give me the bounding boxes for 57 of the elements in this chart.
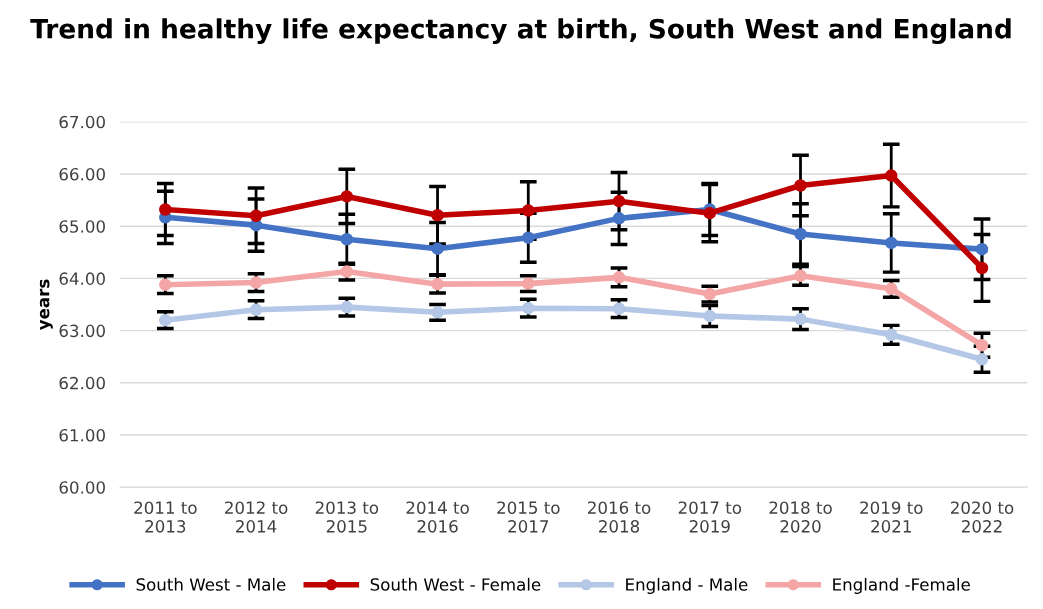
x-tick-label: 2014 to 2016 xyxy=(406,501,469,533)
y-axis-title: years xyxy=(39,279,53,331)
point xyxy=(794,312,807,326)
legend-label: South West - Male xyxy=(136,577,286,591)
point xyxy=(975,242,989,256)
x-tick-label: 2020 to 2022 xyxy=(950,501,1014,533)
point xyxy=(431,306,444,319)
point xyxy=(159,313,172,327)
point xyxy=(703,206,717,220)
point xyxy=(159,278,172,291)
x-tick-label: 2013 to 2015 xyxy=(315,501,379,533)
point xyxy=(884,236,898,250)
x-tick-label: 2016 to 2018 xyxy=(588,501,651,533)
point xyxy=(612,302,626,315)
x-tick-label: 2012 to 2014 xyxy=(225,501,288,533)
point xyxy=(612,271,626,284)
point xyxy=(340,232,354,246)
legend-label: England -Female xyxy=(833,577,970,594)
x-tick-label: 2019 to 2021 xyxy=(860,501,923,533)
point xyxy=(340,190,354,203)
point xyxy=(249,209,263,223)
point xyxy=(703,309,717,323)
point xyxy=(249,276,263,289)
point xyxy=(522,231,535,244)
y-tick-label: 62.00 xyxy=(59,376,105,390)
point xyxy=(975,261,989,275)
point xyxy=(884,169,898,182)
point xyxy=(975,353,989,366)
point xyxy=(975,338,989,352)
point xyxy=(884,328,898,342)
point xyxy=(431,208,444,222)
y-tick-label: 63.00 xyxy=(59,324,105,338)
point xyxy=(431,242,444,255)
point xyxy=(794,227,807,241)
y-tick-label: 61.00 xyxy=(59,428,105,442)
point xyxy=(522,277,535,290)
x-tick-label: 2018 to 2020 xyxy=(769,501,832,533)
y-tick-label: 60.00 xyxy=(59,481,105,494)
point xyxy=(522,301,535,315)
y-tick-label: 65.00 xyxy=(59,220,105,233)
y-tick-label: 67.00 xyxy=(59,115,105,129)
point xyxy=(522,204,535,217)
point xyxy=(340,300,354,314)
x-tick-label: 2011 to 2013 xyxy=(134,501,197,533)
y-tick-label: 66.00 xyxy=(59,167,105,181)
point xyxy=(159,203,172,216)
chart-title: Trend in healthy life expectancy at birth, South West and England xyxy=(30,18,1011,45)
legend-label: South West - Female xyxy=(370,577,541,591)
legend-label: England - Male xyxy=(626,577,748,594)
point xyxy=(794,179,807,192)
point xyxy=(612,212,626,225)
y-tick-label: 64.00 xyxy=(59,272,105,285)
x-tick-label: 2017 to 2019 xyxy=(678,501,742,533)
x-tick-label: 2015 to 2017 xyxy=(497,501,560,533)
point xyxy=(884,282,898,296)
point xyxy=(612,194,626,208)
point xyxy=(249,303,263,316)
